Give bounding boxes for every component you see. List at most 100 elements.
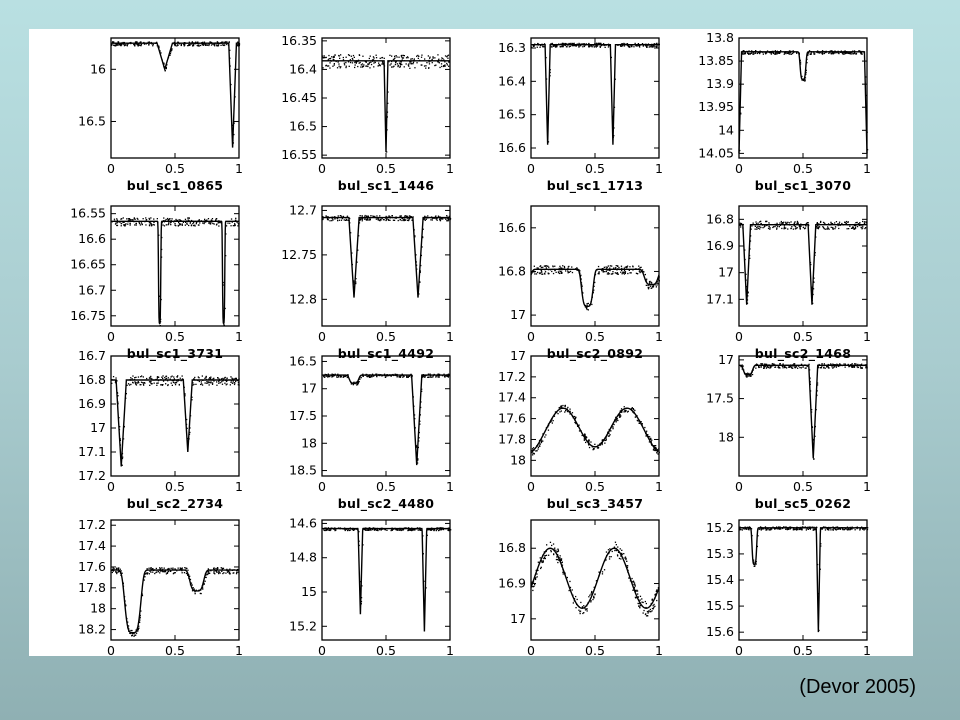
data-point: [424, 58, 426, 60]
data-point: [223, 324, 225, 326]
x-tick-label: 0.5: [793, 479, 813, 494]
data-point: [865, 367, 867, 369]
data-point: [606, 266, 608, 268]
data-point: [136, 217, 138, 220]
data-point: [133, 635, 135, 637]
data-point: [424, 219, 426, 221]
data-point: [148, 381, 151, 383]
data-point: [200, 383, 202, 386]
data-point: [749, 240, 752, 242]
data-point: [182, 221, 185, 223]
data-point: [237, 45, 239, 47]
data-point: [807, 528, 809, 530]
data-point: [208, 378, 210, 380]
data-point: [406, 56, 409, 58]
x-tick-label: 0: [107, 479, 115, 494]
data-point: [856, 527, 858, 530]
data-point: [802, 526, 804, 528]
data-point: [412, 61, 415, 64]
data-point: [576, 267, 578, 269]
data-point: [774, 528, 776, 530]
data-point: [793, 222, 796, 224]
data-point: [559, 46, 562, 48]
data-point: [858, 224, 860, 227]
data-point: [617, 546, 619, 548]
data-point: [628, 45, 631, 47]
data-point: [389, 54, 391, 56]
data-point: [408, 375, 411, 377]
data-point: [344, 529, 346, 532]
data-point: [385, 375, 387, 377]
data-point: [651, 44, 653, 47]
data-point: [822, 226, 824, 228]
data-point: [628, 46, 630, 48]
model-curve: [739, 364, 867, 459]
data-point: [656, 450, 658, 453]
data-point: [805, 367, 807, 369]
data-point: [135, 376, 137, 378]
data-point: [328, 65, 330, 67]
data-point: [813, 281, 815, 283]
data-point: [744, 52, 746, 54]
data-point: [329, 375, 331, 378]
data-point: [125, 393, 127, 395]
data-point: [813, 52, 815, 54]
data-point: [795, 528, 797, 530]
data-point: [212, 43, 214, 45]
y-tick-label: 17.5: [289, 408, 317, 423]
data-point: [557, 548, 559, 550]
data-point: [440, 529, 443, 531]
data-point: [832, 228, 834, 230]
data-point: [424, 215, 426, 217]
data-point: [649, 285, 652, 287]
data-point: [166, 64, 168, 66]
data-point: [552, 543, 555, 545]
x-tick-label: 1: [235, 479, 243, 494]
data-point: [606, 269, 608, 271]
data-point: [234, 219, 237, 221]
data-point: [644, 273, 646, 276]
data-point: [755, 223, 758, 225]
data-point: [327, 375, 329, 378]
data-point: [228, 41, 230, 43]
data-point: [746, 374, 748, 377]
data-point: [419, 414, 421, 416]
data-point: [753, 53, 755, 55]
data-point: [650, 441, 652, 443]
data-point: [834, 222, 836, 224]
data-point: [118, 570, 120, 573]
data-point: [214, 570, 216, 572]
data-point: [446, 215, 448, 217]
data-point: [222, 377, 224, 380]
x-tick-label: 0: [318, 161, 326, 176]
data-point: [134, 377, 136, 379]
data-point: [559, 557, 561, 559]
data-point: [229, 571, 231, 573]
data-point: [766, 529, 768, 531]
data-point: [443, 65, 445, 67]
data-point: [120, 44, 123, 46]
data-point: [645, 45, 647, 47]
data-point: [325, 56, 327, 59]
data-point: [442, 218, 444, 220]
data-point: [208, 570, 210, 573]
data-point: [136, 41, 138, 43]
data-point: [173, 572, 176, 574]
data-point: [171, 384, 173, 386]
data-point: [146, 568, 148, 570]
data-point: [206, 382, 208, 384]
data-point: [620, 45, 622, 47]
data-point: [227, 570, 229, 573]
data-point: [547, 429, 550, 431]
x-tick-label: 1: [235, 643, 243, 656]
data-point: [194, 376, 196, 379]
data-point: [859, 365, 861, 367]
data-point: [615, 420, 617, 422]
y-tick-label: 17.2: [498, 369, 526, 384]
data-point: [844, 366, 846, 368]
data-point: [807, 54, 809, 56]
data-point: [211, 383, 214, 385]
data-point: [818, 367, 820, 369]
data-point: [125, 223, 127, 225]
data-point: [233, 133, 235, 136]
